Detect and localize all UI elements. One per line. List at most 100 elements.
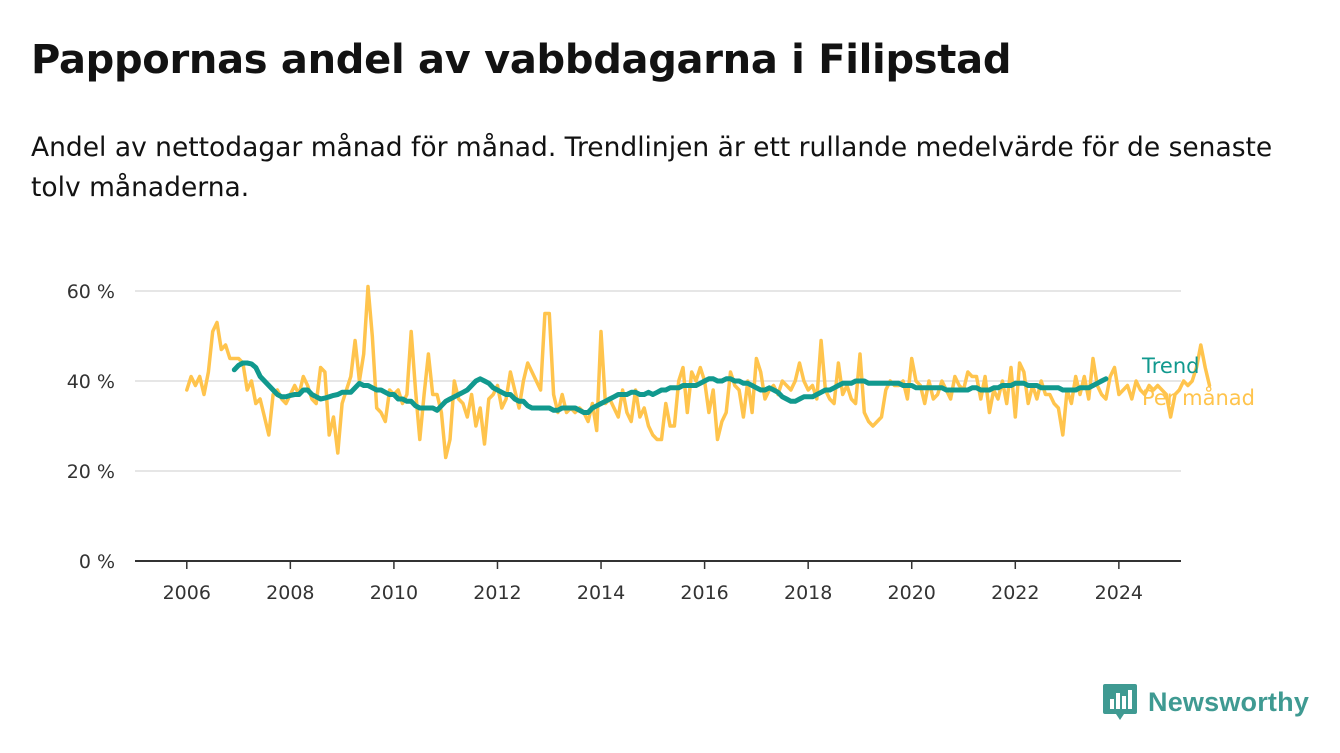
data-point-trend <box>790 401 792 403</box>
data-point-per-manad <box>941 380 943 382</box>
data-point-per-manad <box>458 398 460 400</box>
data-point-trend <box>264 380 266 382</box>
data-point-per-manad <box>367 286 369 288</box>
data-point-per-manad <box>1053 403 1055 405</box>
data-point-per-manad <box>790 389 792 391</box>
data-point-trend <box>1028 385 1030 387</box>
data-point-per-manad <box>613 407 615 409</box>
data-point-per-manad <box>980 398 982 400</box>
data-point-per-manad <box>221 349 223 351</box>
data-point-per-manad <box>1131 398 1133 400</box>
data-point-trend <box>695 385 697 387</box>
data-point-per-manad <box>397 389 399 391</box>
data-point-trend <box>669 387 671 389</box>
data-point-per-manad <box>294 385 296 387</box>
data-point-trend <box>799 398 801 400</box>
y-tick-label: 60 % <box>67 281 115 303</box>
series <box>185 284 1212 460</box>
data-point-per-manad <box>1079 394 1081 396</box>
data-point-trend <box>924 387 926 389</box>
data-point-per-manad <box>1101 394 1103 396</box>
data-point-trend <box>1040 387 1042 389</box>
data-point-trend <box>337 394 339 396</box>
data-point-trend <box>587 412 589 414</box>
data-point-trend <box>738 380 740 382</box>
x-tick-label: 2006 <box>163 582 211 604</box>
data-point-per-manad <box>402 403 404 405</box>
data-point-per-manad <box>648 425 650 427</box>
data-point-per-manad <box>669 425 671 427</box>
data-point-trend <box>484 380 486 382</box>
data-point-per-manad <box>682 367 684 369</box>
data-point-trend <box>971 387 973 389</box>
data-point-trend <box>242 362 244 364</box>
data-point-trend <box>298 394 300 396</box>
data-point-trend <box>859 380 861 382</box>
data-point-trend <box>531 407 533 409</box>
data-point-trend <box>743 383 745 385</box>
data-point-per-manad <box>842 394 844 396</box>
data-point-per-manad <box>406 394 408 396</box>
data-point-trend <box>294 394 296 396</box>
data-point-trend <box>1066 389 1068 391</box>
data-point-per-manad <box>652 434 654 436</box>
data-point-per-manad <box>1006 403 1008 405</box>
data-point-per-manad <box>635 389 637 391</box>
data-point-per-manad <box>1191 380 1193 382</box>
data-point-per-manad <box>225 344 227 346</box>
data-point-per-manad <box>311 398 313 400</box>
data-point-trend <box>1023 383 1025 385</box>
x-tick-label: 2016 <box>680 582 728 604</box>
data-point-per-manad <box>661 439 663 441</box>
data-point-per-manad <box>730 371 732 373</box>
data-point-trend <box>544 407 546 409</box>
data-point-per-manad <box>359 380 361 382</box>
data-point-trend <box>1049 387 1051 389</box>
data-point-per-manad <box>756 358 758 360</box>
data-point-per-manad <box>410 331 412 333</box>
data-point-per-manad <box>423 394 425 396</box>
data-point-per-manad <box>264 416 266 418</box>
data-point-per-manad <box>1040 380 1042 382</box>
data-point-per-manad <box>760 371 762 373</box>
x-tick-label: 2012 <box>473 582 521 604</box>
data-point-trend <box>397 398 399 400</box>
data-point-trend <box>881 383 883 385</box>
data-point-trend <box>639 394 641 396</box>
data-point-per-manad <box>246 389 248 391</box>
data-point-per-manad <box>454 380 456 382</box>
data-point-trend <box>678 387 680 389</box>
brand-logo: Newsworthy <box>1102 682 1309 722</box>
data-point-trend <box>682 385 684 387</box>
data-point-per-manad <box>285 403 287 405</box>
data-point-per-manad <box>630 421 632 423</box>
data-point-trend <box>303 389 305 391</box>
data-point-trend <box>432 407 434 409</box>
data-point-trend <box>592 407 594 409</box>
data-point-trend <box>566 407 568 409</box>
data-point-per-manad <box>385 421 387 423</box>
data-point-per-manad <box>971 376 973 378</box>
data-point-per-manad <box>1140 389 1142 391</box>
x-tick-label: 2014 <box>577 582 625 604</box>
data-point-trend <box>359 383 361 385</box>
data-point-trend <box>536 407 538 409</box>
data-point-trend <box>574 407 576 409</box>
data-point-trend <box>333 395 335 397</box>
data-point-per-manad <box>700 367 702 369</box>
data-point-per-manad <box>363 353 365 355</box>
data-point-trend <box>764 389 766 391</box>
data-point-trend <box>928 387 930 389</box>
data-point-per-manad <box>674 425 676 427</box>
data-point-per-manad <box>553 394 555 396</box>
data-point-trend <box>820 392 822 394</box>
data-point-per-manad <box>864 412 866 414</box>
data-point-trend <box>1045 387 1047 389</box>
data-point-trend <box>1006 385 1008 387</box>
data-point-trend <box>316 396 318 398</box>
data-point-per-manad <box>881 416 883 418</box>
data-point-per-manad <box>838 362 840 364</box>
data-point-trend <box>557 410 559 412</box>
data-point-per-manad <box>1204 367 1206 369</box>
data-point-trend <box>419 407 421 409</box>
